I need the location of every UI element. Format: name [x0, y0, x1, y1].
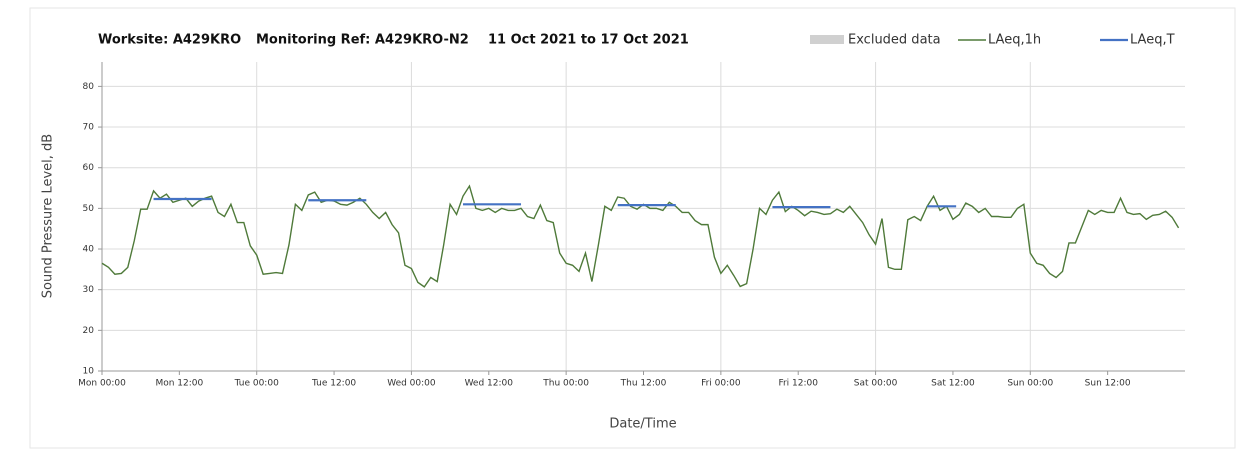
x-tick-label: Wed 12:00 [465, 379, 514, 389]
y-tick-label: 80 [83, 82, 95, 92]
x-tick-label: Tue 00:00 [234, 379, 279, 389]
legend-label: LAeq,T [1130, 33, 1175, 48]
x-tick-label: Mon 00:00 [78, 379, 126, 389]
title-ref: Monitoring Ref: A429KRO-N2 [256, 33, 469, 48]
x-tick-label: Fri 00:00 [701, 379, 741, 389]
y-tick-label: 20 [83, 326, 95, 336]
y-tick-label: 40 [83, 245, 95, 255]
y-tick-label: 50 [83, 204, 95, 214]
legend-label: Excluded data [848, 33, 941, 48]
x-tick-label: Tue 12:00 [311, 379, 356, 389]
y-tick-label: 70 [83, 123, 95, 133]
legend-label: LAeq,1h [988, 33, 1041, 48]
x-axis-label: Date/Time [609, 417, 676, 432]
x-tick-label: Sat 00:00 [854, 379, 898, 389]
x-tick-label: Thu 00:00 [542, 379, 589, 389]
x-tick-label: Sun 00:00 [1007, 379, 1053, 389]
x-tick-label: Mon 12:00 [155, 379, 203, 389]
x-tick-label: Sun 12:00 [1085, 379, 1131, 389]
title-worksite: Worksite: A429KRO [98, 33, 241, 48]
y-tick-label: 10 [83, 367, 95, 377]
y-axis-label: Sound Pressure Level, dB [41, 134, 56, 298]
x-tick-label: Sat 12:00 [931, 379, 975, 389]
y-tick-label: 60 [83, 163, 95, 173]
title-period: 11 Oct 2021 to 17 Oct 2021 [488, 33, 689, 48]
chart-border [29, 7, 1236, 449]
x-tick-label: Thu 12:00 [620, 379, 667, 389]
line-series [101, 184, 1180, 288]
legend-swatch [810, 35, 844, 44]
x-tick-label: Fri 12:00 [778, 379, 818, 389]
y-tick-label: 30 [83, 285, 95, 295]
x-tick-label: Wed 00:00 [387, 379, 436, 389]
